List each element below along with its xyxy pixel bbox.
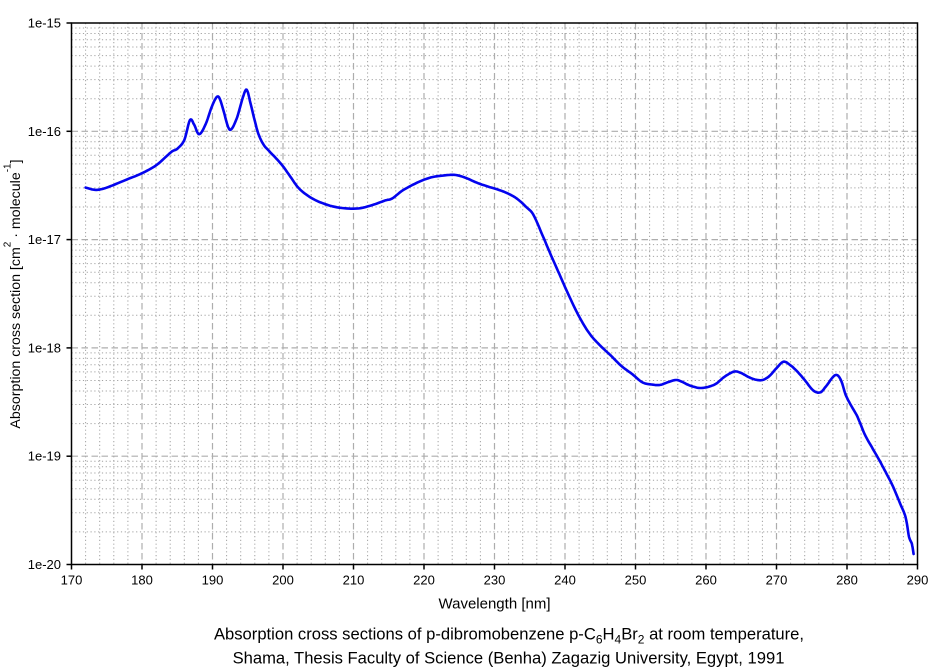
svg-text:1e-18: 1e-18 — [28, 340, 61, 355]
svg-text:Shama, Thesis Faculty of Scien: Shama, Thesis Faculty of Science (Benha)… — [233, 649, 785, 668]
svg-text:210: 210 — [343, 573, 365, 588]
svg-text:Wavelength [nm]: Wavelength [nm] — [439, 596, 551, 613]
svg-text:170: 170 — [61, 573, 83, 588]
svg-text:270: 270 — [766, 573, 788, 588]
svg-text:1e-17: 1e-17 — [28, 232, 61, 247]
svg-text:1e-20: 1e-20 — [28, 557, 61, 572]
svg-text:250: 250 — [625, 573, 647, 588]
svg-text:Absorption cross sections of p: Absorption cross sections of p-dibromobe… — [214, 625, 804, 647]
svg-text:260: 260 — [695, 573, 717, 588]
svg-text:Absorption cross section [cm2: Absorption cross section [cm2 · molecule… — [3, 159, 25, 428]
svg-text:290: 290 — [907, 573, 929, 588]
svg-text:240: 240 — [554, 573, 576, 588]
svg-text:1e-19: 1e-19 — [28, 449, 61, 464]
svg-text:200: 200 — [272, 573, 294, 588]
svg-text:180: 180 — [131, 573, 153, 588]
svg-text:280: 280 — [836, 573, 858, 588]
svg-text:1e-15: 1e-15 — [28, 16, 61, 31]
svg-text:190: 190 — [202, 573, 224, 588]
svg-text:220: 220 — [413, 573, 435, 588]
svg-text:1e-16: 1e-16 — [28, 124, 61, 139]
svg-text:230: 230 — [484, 573, 506, 588]
